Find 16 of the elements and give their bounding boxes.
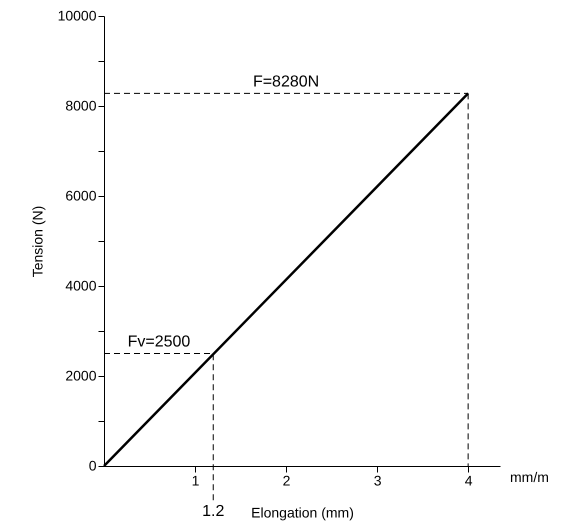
x-axis-title: Elongation (mm) bbox=[251, 504, 354, 520]
y-axis-title: Tension (N) bbox=[30, 206, 46, 278]
y-tick-label: 4000 bbox=[65, 278, 97, 294]
x-tick-label: 2 bbox=[282, 472, 291, 488]
ref-line-label: F=8280N bbox=[252, 73, 320, 90]
y-tick-label: 0 bbox=[88, 458, 97, 474]
ref-line-label: 1.2 bbox=[202, 503, 224, 520]
text: mm/m bbox=[510, 469, 549, 485]
ref-line-label: Fv=2500 bbox=[128, 334, 190, 350]
x-tick-label: 4 bbox=[464, 472, 473, 488]
y-tick-label: 2000 bbox=[65, 368, 97, 384]
y-tick-label: 10000 bbox=[58, 8, 97, 24]
y-tick-label: 6000 bbox=[65, 188, 97, 204]
x-tick-label: 3 bbox=[374, 472, 382, 488]
y-tick-label: 8000 bbox=[65, 98, 97, 114]
x-tick-label: 1 bbox=[192, 472, 200, 488]
